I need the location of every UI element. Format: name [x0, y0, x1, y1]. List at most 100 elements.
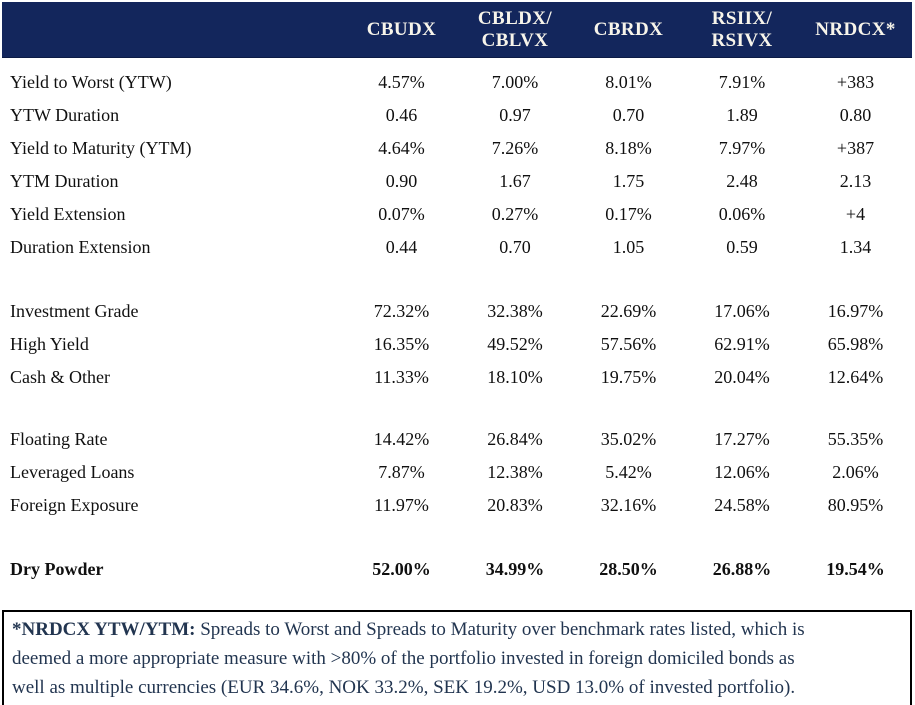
cell: 17.27% — [714, 429, 770, 449]
cell: 16.35% — [373, 334, 430, 354]
column-header-line: CBLVX — [481, 29, 549, 51]
cell: 57.56% — [600, 334, 657, 354]
cell: 0.07% — [378, 204, 425, 224]
table-row: High Yield 16.35% 49.52% 57.56% 62.91% 65.98% — [2, 328, 912, 361]
table-row: Duration Extension 0.44 0.70 1.05 0.59 1.34 — [2, 231, 912, 264]
row-label: Yield Extension — [10, 204, 126, 224]
table-body: Yield to Worst (YTW) 4.57% 7.00% 8.01% 7.91%… — [2, 58, 912, 586]
cell: 1.89 — [726, 105, 758, 125]
row-label: Cash & Other — [10, 367, 110, 387]
cell: 28.50% — [599, 559, 658, 579]
cell: 0.70 — [499, 237, 531, 257]
footnote-line: well as multiple currencies (EUR 34.6%, … — [12, 677, 796, 698]
cell: 0.27% — [491, 204, 539, 224]
header-row: CBUDX CBLDX/CBLVX CBRDX RSIIX/RSIVX NRDCX* — [2, 2, 912, 58]
cell: 7.26% — [491, 138, 539, 158]
cell: 2.13 — [839, 171, 872, 191]
cell: 7.91% — [718, 72, 766, 92]
table-row: Yield to Worst (YTW) 4.57% 7.00% 8.01% 7.91%… — [2, 66, 912, 99]
cell: 26.84% — [487, 429, 543, 449]
cell: 7.00% — [491, 72, 539, 92]
footnote-line1-rest: Spreads to Worst and Spreads to Maturity… — [195, 619, 805, 640]
row-label: Leveraged Loans — [10, 462, 135, 482]
footnote-bold-prefix: *NRDCX YTW/YTM: — [12, 619, 196, 640]
column-header-line: CBRDX — [593, 18, 664, 40]
section-dry-powder: Dry Powder 52.00% 34.99% 28.50% 26.88% 19.54% — [2, 553, 912, 586]
cell: 26.88% — [712, 559, 772, 579]
cell: 35.02% — [600, 429, 657, 449]
cell: 0.97 — [499, 105, 531, 125]
table-row: Foreign Exposure 11.97% 20.83% 32.16% 24.58%… — [2, 489, 912, 522]
cell: 2.48 — [726, 171, 758, 191]
table-row: Leveraged Loans 7.87% 12.38% 5.42% 12.06% 2.0… — [2, 456, 912, 489]
cell: 65.98% — [827, 334, 884, 354]
column-header-line: NRDCX* — [815, 18, 896, 40]
cell: 11.33% — [374, 367, 429, 387]
cell: 49.52% — [487, 334, 543, 354]
cell: 0.59 — [726, 237, 758, 257]
table-row: Yield Extension 0.07% 0.27% 0.17% 0.06% +4 — [2, 198, 912, 231]
cell: +387 — [836, 138, 875, 158]
cell: 16.97% — [827, 301, 884, 321]
column-header: CBLDX/CBLVX — [458, 2, 572, 57]
cell: +383 — [836, 72, 875, 92]
cell: +4 — [845, 204, 866, 224]
row-label: Yield to Worst (YTW) — [10, 72, 172, 92]
column-header: RSIIX/RSIVX — [685, 2, 799, 57]
footnote-box: *NRDCX YTW/YTM: Spreads to Worst and Spr… — [2, 610, 912, 705]
cell: 34.99% — [485, 559, 545, 579]
cell: 62.91% — [714, 334, 770, 354]
cell: 52.00% — [372, 559, 431, 579]
cell: 8.01% — [605, 72, 652, 92]
column-header: CBUDX — [345, 2, 458, 57]
cell: 20.04% — [714, 367, 770, 387]
column-header-line: RSIVX — [711, 29, 773, 51]
cell: 72.32% — [373, 301, 430, 321]
footnote-line: deemed a more appropriate measure with >… — [12, 648, 795, 669]
column-header: CBRDX — [572, 2, 685, 57]
cell: 7.97% — [718, 138, 766, 158]
cell: 55.35% — [827, 429, 884, 449]
cell: 20.83% — [487, 495, 543, 515]
row-label: High Yield — [10, 334, 89, 354]
cell: 32.38% — [487, 301, 543, 321]
table-row: Yield to Maturity (YTM) 4.64% 7.26% 8.18% 7.… — [2, 132, 912, 165]
header-spacer — [2, 2, 345, 57]
cell: 2.06% — [832, 462, 879, 482]
row-label: Investment Grade — [10, 301, 139, 321]
section-credit-quality: Investment Grade 72.32% 32.38% 22.69% 17.06%… — [2, 295, 912, 394]
row-label: Yield to Maturity (YTM) — [10, 138, 192, 158]
cell: 0.06% — [718, 204, 766, 224]
cell: 12.64% — [827, 367, 884, 387]
cell: 4.64% — [378, 138, 425, 158]
cell: 19.75% — [600, 367, 657, 387]
table-row: Cash & Other 11.33% 18.10% 19.75% 20.04% 12.6… — [2, 361, 912, 394]
table-row: YTM Duration 0.90 1.67 1.75 2.48 2.13 — [2, 165, 912, 198]
row-label: YTW Duration — [10, 105, 120, 125]
row-label: Duration Extension — [10, 237, 151, 257]
row-label: Floating Rate — [10, 429, 108, 449]
cell: 1.05 — [612, 237, 645, 257]
cell: 4.57% — [378, 72, 425, 92]
section-exposures: Floating Rate 14.42% 26.84% 35.02% 17.27% 55.… — [2, 423, 912, 522]
column-header: NRDCX* — [799, 2, 912, 57]
table-row: Investment Grade 72.32% 32.38% 22.69% 17.06%… — [2, 295, 912, 328]
cell: 1.67 — [499, 171, 531, 191]
column-header-line: RSIIX/ — [711, 8, 773, 30]
row-label: YTM Duration — [10, 171, 119, 191]
column-header-line: CBUDX — [366, 18, 437, 40]
cell: 32.16% — [600, 495, 657, 515]
cell: 12.38% — [487, 462, 543, 482]
cell: 22.69% — [600, 301, 657, 321]
cell: 0.70 — [612, 105, 645, 125]
cell: 1.75 — [612, 171, 645, 191]
cell: 0.46 — [385, 105, 418, 125]
cell: 18.10% — [487, 367, 543, 387]
table-row: YTW Duration 0.46 0.97 0.70 1.89 0.80 — [2, 99, 912, 132]
footnote-line: *NRDCX YTW/YTM: Spreads to Worst and Spr… — [12, 615, 902, 644]
cell: 5.42% — [605, 462, 652, 482]
cell: 12.06% — [714, 462, 770, 482]
cell: 14.42% — [373, 429, 430, 449]
cell: 11.97% — [374, 495, 429, 515]
